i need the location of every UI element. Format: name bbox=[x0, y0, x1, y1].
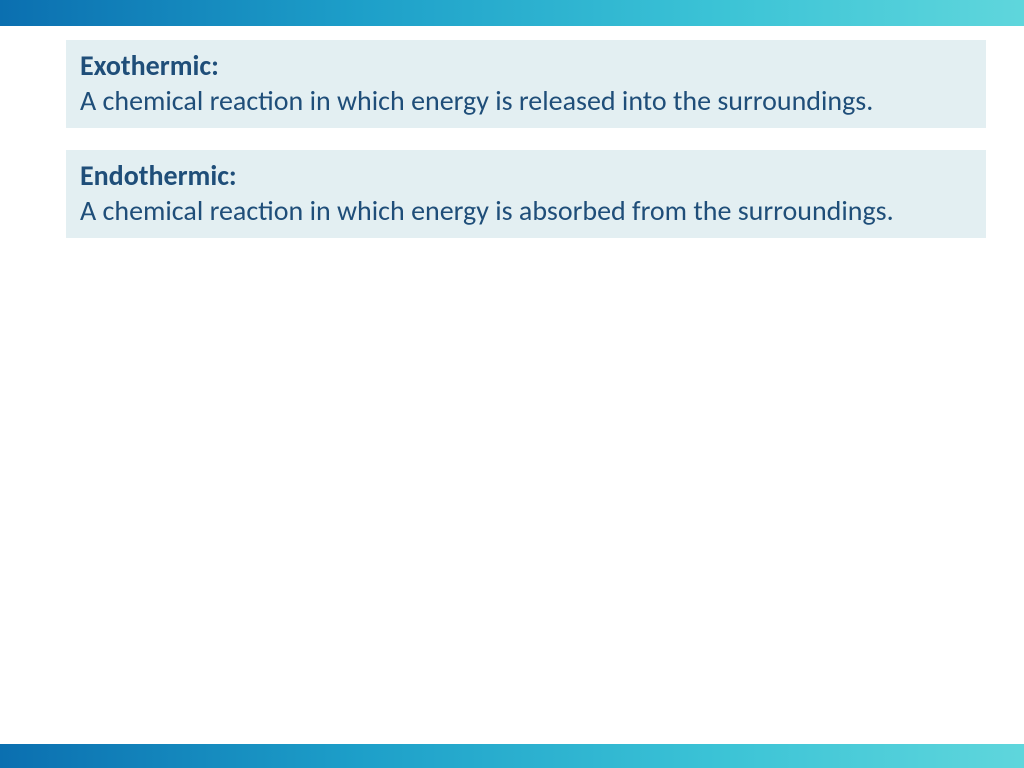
definition-box-endothermic: Endothermic: A chemical reaction in whic… bbox=[66, 150, 986, 238]
term-definition: A chemical reaction in which energy is r… bbox=[80, 83, 972, 118]
top-accent-bar bbox=[0, 0, 1024, 26]
bottom-accent-bar bbox=[0, 744, 1024, 768]
slide-content: Exothermic: A chemical reaction in which… bbox=[0, 26, 1024, 238]
term-definition: A chemical reaction in which energy is a… bbox=[80, 193, 972, 228]
definition-box-exothermic: Exothermic: A chemical reaction in which… bbox=[66, 40, 986, 128]
term-label: Exothermic: bbox=[80, 48, 972, 83]
term-label: Endothermic: bbox=[80, 158, 972, 193]
